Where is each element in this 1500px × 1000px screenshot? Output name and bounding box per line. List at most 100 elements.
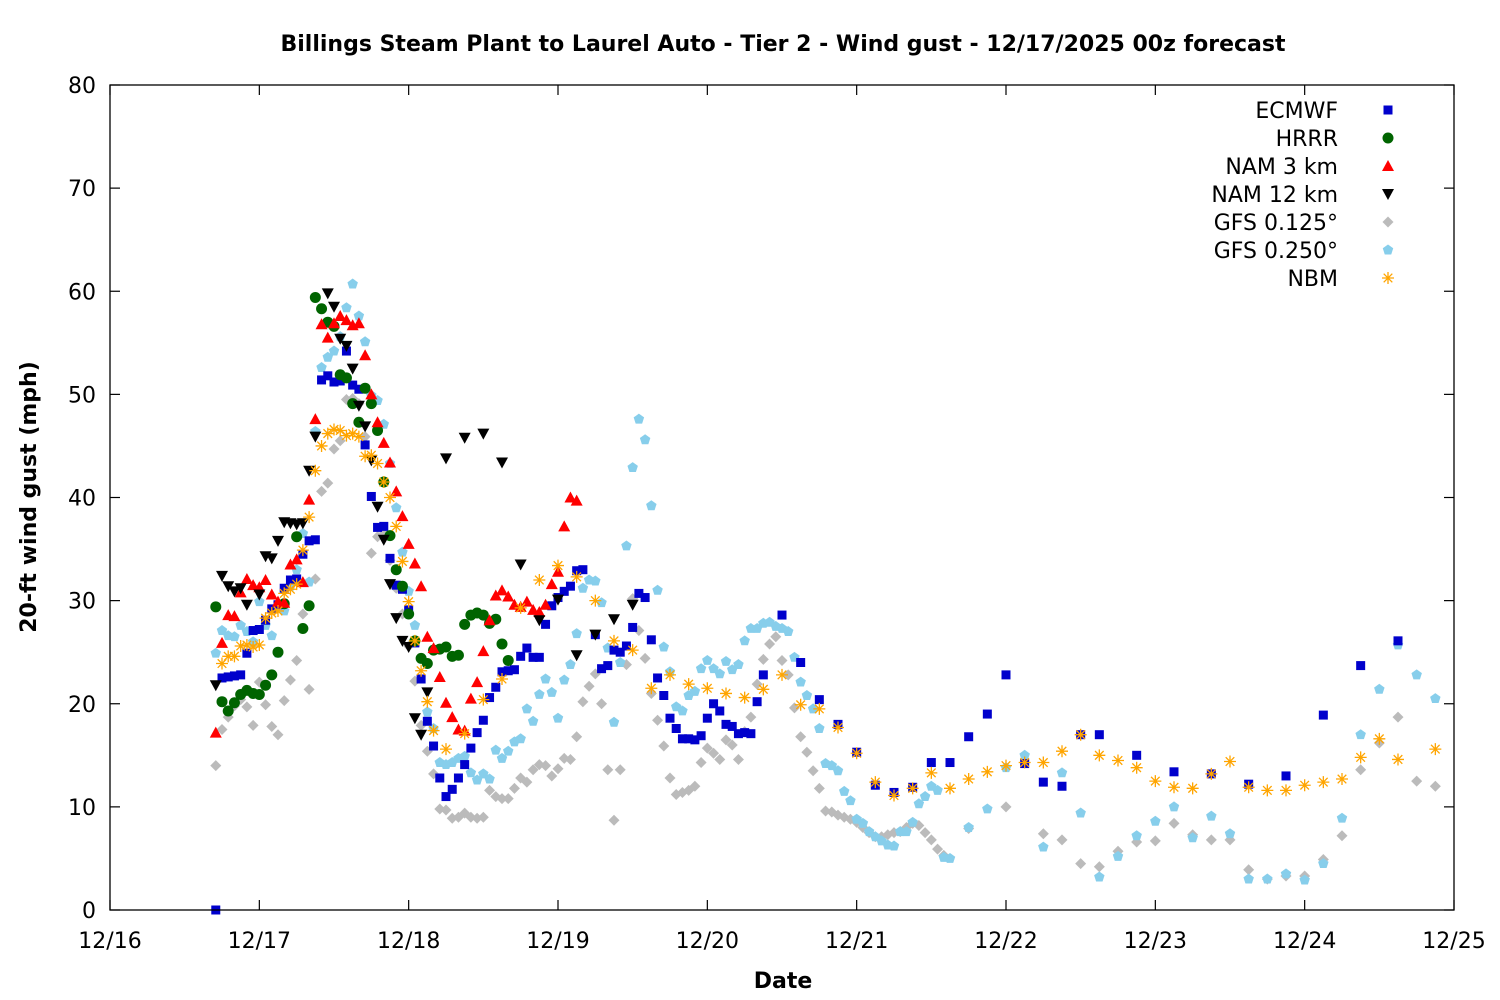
legend-label: NAM 12 km: [1211, 183, 1338, 208]
data-point: [795, 676, 806, 687]
data-point: [1112, 754, 1124, 767]
data-point: [776, 668, 788, 681]
x-tick-label: 12/20: [676, 929, 739, 954]
legend-label: GFS 0.125°: [1214, 211, 1338, 236]
data-point: [745, 711, 757, 723]
data-point: [502, 793, 514, 805]
data-point: [964, 732, 974, 742]
data-point: [365, 547, 377, 559]
data-point: [794, 698, 807, 711]
data-point: [590, 575, 601, 586]
data-point: [832, 721, 844, 734]
data-point: [608, 634, 620, 647]
data-point: [216, 570, 228, 582]
data-point: [677, 705, 688, 716]
data-point: [1186, 782, 1199, 795]
data-point: [328, 345, 340, 356]
data-point: [726, 739, 738, 751]
data-point: [1056, 745, 1068, 758]
data-point: [365, 398, 377, 410]
data-point: [1169, 767, 1179, 777]
data-point: [222, 581, 235, 593]
data-point: [384, 579, 396, 591]
data-point: [347, 278, 358, 289]
data-point: [665, 713, 675, 723]
data-point: [440, 453, 452, 465]
y-tick-label: 80: [68, 74, 96, 99]
data-point: [477, 428, 490, 440]
data-point: [826, 760, 838, 771]
data-point: [328, 443, 340, 455]
data-point: [869, 776, 882, 789]
data-point: [621, 641, 631, 651]
data-point: [521, 703, 533, 714]
data-point: [415, 580, 428, 592]
data-point: [216, 724, 228, 736]
data-point: [1411, 775, 1423, 787]
series-nam-12-km: [209, 288, 639, 741]
data-point: [739, 635, 750, 646]
data-point: [390, 502, 402, 513]
data-point: [1001, 670, 1011, 680]
legend-marker: [1382, 160, 1394, 171]
data-point: [359, 349, 372, 361]
data-point: [732, 753, 744, 765]
data-point: [1354, 751, 1367, 764]
data-points: [209, 278, 1442, 915]
data-point: [352, 430, 365, 443]
data-point: [714, 753, 726, 765]
data-point: [701, 742, 713, 754]
data-point: [850, 747, 863, 760]
data-point: [228, 697, 240, 709]
data-point: [259, 612, 272, 625]
x-tick-label: 12/23: [1124, 929, 1187, 954]
data-point: [1018, 756, 1031, 769]
data-point: [222, 650, 235, 663]
data-point: [210, 647, 222, 658]
legend-marker: [1382, 132, 1394, 144]
data-point: [782, 626, 794, 637]
y-tick-label: 70: [68, 177, 96, 202]
data-point: [422, 716, 432, 726]
data-point: [390, 520, 403, 533]
data-point: [533, 615, 546, 627]
legend-marker: [1382, 216, 1394, 228]
data-point: [496, 457, 508, 469]
data-point: [527, 764, 539, 776]
data-point: [944, 852, 956, 863]
data-point: [348, 380, 358, 390]
data-point: [496, 793, 508, 805]
legend-label: HRRR: [1276, 127, 1338, 152]
data-point: [926, 758, 936, 768]
data-point: [1318, 858, 1329, 869]
data-point: [721, 719, 731, 729]
data-point: [248, 626, 258, 636]
data-point: [514, 559, 527, 571]
data-point: [1130, 761, 1143, 774]
data-point: [752, 697, 762, 707]
data-point: [1243, 873, 1254, 884]
data-point: [695, 757, 707, 769]
data-point: [626, 644, 639, 657]
data-point: [409, 619, 421, 630]
data-point: [925, 834, 937, 846]
data-point: [210, 601, 222, 613]
data-point: [547, 601, 557, 611]
data-point: [216, 696, 228, 708]
y-tick-label: 60: [68, 280, 96, 305]
data-point: [496, 584, 508, 596]
data-point: [919, 827, 931, 839]
data-point: [446, 711, 459, 723]
data-point: [441, 792, 451, 802]
legend-marker: [1383, 105, 1393, 115]
data-point: [265, 588, 278, 600]
data-point: [689, 780, 701, 792]
data-point: [1355, 764, 1367, 776]
data-point: [335, 376, 345, 386]
data-point: [1149, 775, 1162, 788]
data-point: [608, 814, 620, 826]
data-point: [346, 427, 359, 440]
data-point: [646, 635, 656, 645]
data-point: [222, 705, 234, 717]
data-point: [888, 840, 900, 851]
